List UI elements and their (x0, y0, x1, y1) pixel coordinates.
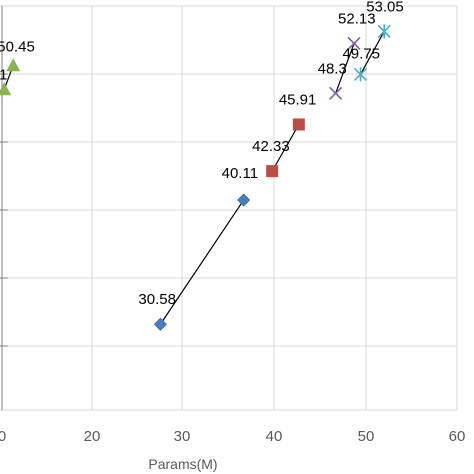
star-marker (377, 24, 391, 39)
x-marker (329, 86, 343, 100)
data-label: 50.45 (0, 38, 35, 55)
data-label: 45.91 (279, 91, 317, 108)
series-connector-line (335, 43, 355, 94)
x-tick-label: 20 (84, 428, 101, 445)
series-lines (3, 31, 385, 325)
triangle-marker (6, 58, 21, 72)
data-label: 53.05 (366, 0, 404, 15)
data-label: 30.58 (138, 291, 176, 308)
diamond-marker (237, 193, 251, 207)
diamond-marker (153, 317, 167, 331)
data-label: 49.75 (342, 45, 380, 62)
x-tick-label: 30 (174, 428, 191, 445)
square-marker (292, 118, 305, 131)
square-marker (266, 165, 279, 178)
x-axis-ticks: 0 20 30 40 50 60 (0, 428, 465, 445)
series-connector-line (159, 199, 245, 325)
data-label: 40.11 (222, 165, 258, 182)
x-tick-label: 60 (449, 428, 466, 445)
triangle-marker (0, 82, 12, 96)
x-marker (347, 36, 361, 50)
x-tick-label: 50 (358, 428, 375, 445)
data-markers (0, 24, 391, 331)
series-connector-line (359, 31, 385, 75)
grid (0, 5, 458, 411)
x-axis-title: Params(M) (148, 456, 217, 472)
data-label: 42.33 (252, 138, 290, 155)
data-label: 52.13 (338, 10, 376, 27)
data-label: 3.61 (0, 66, 7, 83)
x-tick-label: 40 (266, 428, 283, 445)
x-tick-label: 0 (0, 428, 6, 445)
data-label: 48.3 (318, 60, 347, 77)
series-connector-line (271, 124, 300, 172)
star-marker (353, 67, 368, 82)
